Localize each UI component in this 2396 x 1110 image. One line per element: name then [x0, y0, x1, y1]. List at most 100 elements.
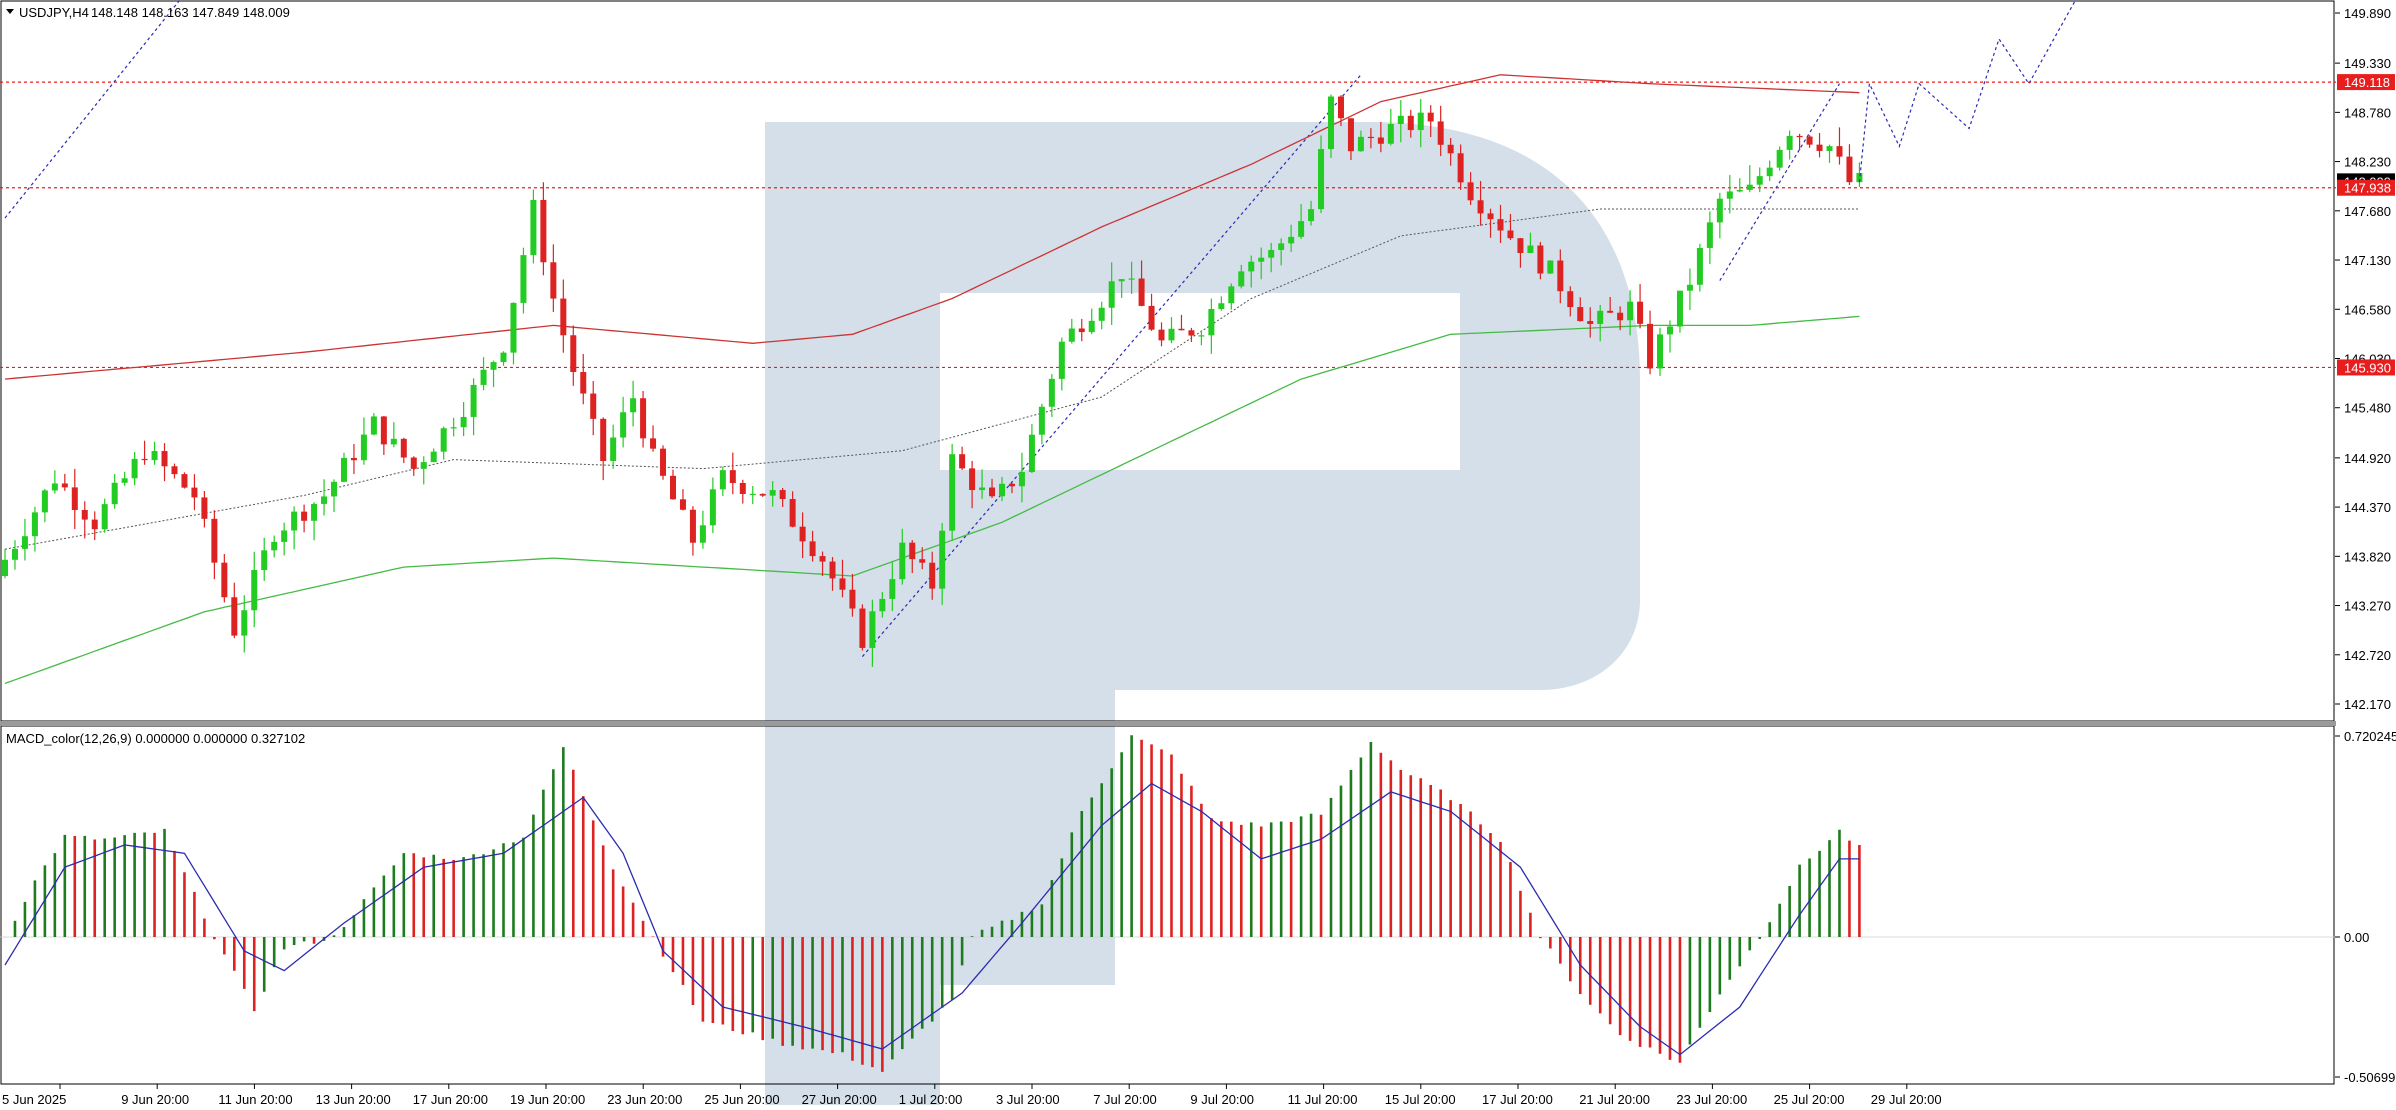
candle	[1537, 241, 1544, 280]
candle	[1198, 330, 1205, 346]
candle	[1786, 130, 1793, 160]
candle	[1347, 118, 1354, 161]
price-levels	[0, 81, 2336, 369]
candle	[1098, 301, 1105, 330]
symbol-menu-triangle-icon[interactable]	[6, 9, 14, 14]
candle	[420, 456, 427, 485]
price-tick-label: 146.580	[2344, 302, 2391, 317]
candle	[1318, 135, 1325, 214]
price-level-tag-2: 145.930	[2337, 359, 2395, 376]
candle	[1597, 304, 1604, 342]
candle	[390, 422, 397, 448]
forecast-projection	[1858, 0, 2077, 183]
candle	[121, 471, 128, 486]
candle	[679, 489, 686, 511]
logo-watermark	[765, 122, 1640, 1105]
candle	[1736, 178, 1743, 193]
time-tick-label: 9 Jun 20:00	[121, 1092, 189, 1107]
time-tick-label: 3 Jul 20:00	[996, 1092, 1060, 1107]
candle	[630, 380, 637, 427]
candle	[689, 506, 696, 556]
candle	[869, 599, 876, 667]
candle	[221, 554, 228, 603]
candle	[969, 460, 976, 509]
candle	[1666, 320, 1673, 353]
time-tick-label: 29 Jul 20:00	[1871, 1092, 1942, 1107]
candle	[1696, 243, 1703, 292]
candle	[470, 378, 477, 436]
candle	[1657, 327, 1664, 377]
price-tick-label: 145.480	[2344, 401, 2391, 416]
candle	[600, 417, 607, 481]
candle	[859, 604, 866, 651]
candle	[1527, 232, 1534, 254]
price-tick-label: 147.680	[2344, 204, 2391, 219]
candle	[440, 426, 447, 460]
candle	[1706, 211, 1713, 264]
price-level-tag-0: 149.118	[2337, 74, 2395, 91]
candle	[590, 381, 597, 436]
candle	[550, 244, 557, 312]
candle	[370, 413, 377, 436]
candle	[61, 473, 68, 491]
candle	[380, 416, 387, 455]
candle	[1377, 122, 1384, 153]
candle	[271, 535, 278, 558]
wave-line-2	[1719, 83, 1841, 281]
candle	[1467, 172, 1474, 205]
candle	[919, 547, 926, 570]
price-tick-label: 144.370	[2344, 500, 2391, 515]
time-tick-label: 9 Jul 20:00	[1190, 1092, 1254, 1107]
candle	[231, 582, 238, 639]
candle	[1357, 130, 1364, 152]
candle	[1158, 322, 1165, 347]
candle	[1557, 249, 1564, 304]
candle	[141, 440, 148, 465]
candle	[1567, 286, 1574, 317]
time-tick-label: 15 Jul 20:00	[1385, 1092, 1456, 1107]
candle	[101, 498, 108, 533]
candle	[1337, 95, 1344, 127]
macd-signal-line	[4, 782, 1860, 1056]
candle	[1487, 208, 1494, 238]
candle	[1587, 307, 1594, 338]
candle	[899, 528, 906, 585]
time-tick-label: 7 Jul 20:00	[1093, 1092, 1157, 1107]
candle	[1028, 424, 1035, 474]
candle	[1457, 144, 1464, 190]
candle	[2, 548, 8, 579]
candle	[1168, 317, 1175, 344]
price-axis: 149.890 149.330 148.780 148.230 147.680 147.1…	[2335, 6, 2391, 712]
candle	[739, 479, 746, 504]
candle	[1816, 133, 1823, 158]
time-tick-label: 11 Jun 20:00	[218, 1092, 292, 1107]
candle	[1497, 204, 1504, 243]
panel-splitter[interactable]	[0, 721, 2336, 726]
candle	[1288, 224, 1295, 252]
candle	[161, 443, 168, 482]
candle	[939, 523, 946, 605]
wave-line-0	[4, 0, 181, 219]
candle	[1118, 279, 1125, 298]
candle	[1258, 247, 1265, 280]
candle	[151, 441, 158, 465]
candle	[480, 357, 487, 391]
candle	[719, 466, 726, 497]
price-tick-label: 149.890	[2344, 6, 2391, 21]
candle	[540, 182, 547, 276]
candle	[1178, 314, 1185, 331]
candle	[650, 425, 657, 452]
candle	[749, 485, 756, 505]
candle	[500, 351, 507, 366]
candle	[1637, 284, 1644, 329]
candle	[819, 551, 826, 576]
time-tick-label: 21 Jul 20:00	[1579, 1092, 1650, 1107]
candle	[769, 481, 776, 507]
candle	[879, 591, 886, 618]
candle	[301, 504, 308, 533]
price-level-tag-1: 147.938	[2337, 179, 2395, 196]
candle	[1507, 213, 1514, 241]
price-tick-label: 143.270	[2344, 599, 2391, 614]
candle	[1238, 264, 1245, 289]
candle	[1477, 181, 1484, 226]
